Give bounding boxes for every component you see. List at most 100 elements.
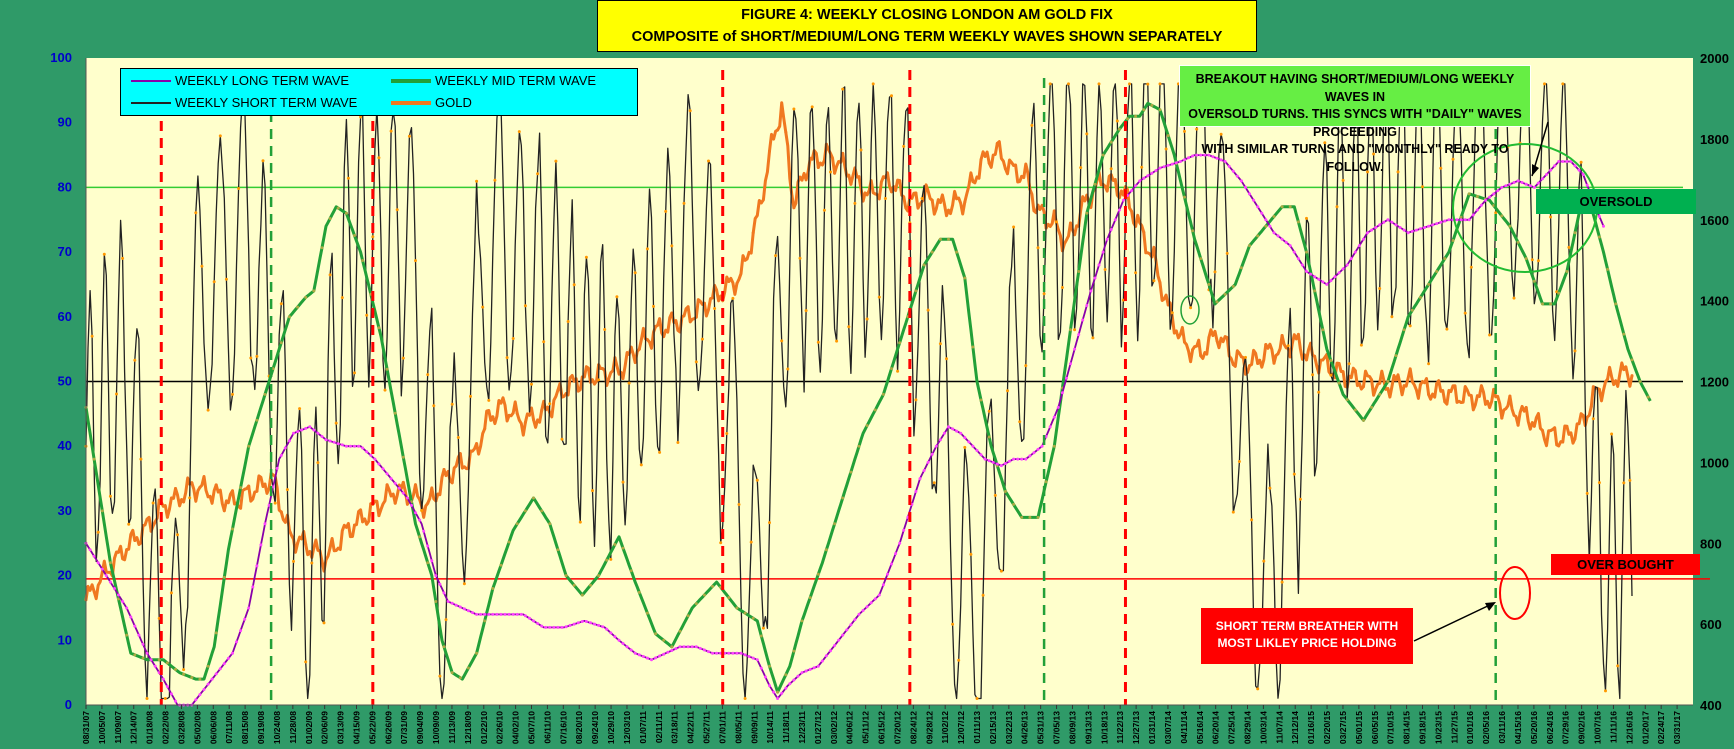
data-point [930,250,934,254]
data-point [1117,127,1121,131]
data-point [725,432,729,435]
data-point [426,544,430,548]
data-point [1516,179,1520,183]
x-tick-label: 08/24/12 [908,711,918,744]
data-point [198,485,202,489]
data-point [1142,176,1146,180]
data-point [1549,429,1553,433]
data-point [589,621,592,625]
data-point [344,525,348,529]
x-tick-label: 01/11/13 [972,711,982,744]
data-point [536,172,540,176]
x-tick-label: 06/06/08 [208,711,218,744]
x-tick-label: 12/03/10 [622,711,632,744]
data-point [1418,295,1422,299]
data-point [999,569,1003,573]
data-point [1435,382,1439,386]
data-point [951,427,955,431]
data-point [247,606,251,610]
data-point [214,631,218,635]
data-point [1207,153,1211,157]
y-right-tick-label: 1400 [1700,294,1729,309]
data-point [1366,231,1369,235]
data-point [768,521,771,525]
data-point [462,582,466,586]
data-point [1203,153,1207,157]
data-point [1020,174,1024,178]
data-point [495,612,499,616]
axes: 0 10 20 30 40 50 60 70 80 90 100 400 600 800 1000 1200 1… [50,50,1729,744]
data-point [1443,400,1447,404]
data-point [808,596,812,600]
data-point [603,328,607,331]
data-point [1044,480,1048,484]
data-point [1028,454,1032,458]
data-point [1362,237,1365,241]
data-point [1427,362,1431,366]
data-point [1183,340,1186,344]
x-tick-label: 07/01/11 [717,711,727,744]
data-point [210,677,214,681]
data-point [405,496,409,500]
data-point [235,640,238,644]
x-tick-label: 08/20/10 [574,711,584,744]
data-point [1215,300,1219,304]
note-line-1: BREAKOUT HAVING SHORT/MEDIUM/LONG WEEKLY… [1195,72,1515,104]
data-point [959,431,963,435]
data-point [511,612,515,616]
data-point [483,427,487,431]
data-point [385,367,389,371]
data-point [670,649,674,652]
data-point [926,460,930,464]
data-point [133,539,137,542]
data-point [328,546,332,550]
data-point [1140,165,1144,169]
data-point [263,392,267,396]
data-point [507,540,511,544]
data-point [328,273,332,277]
data-point [1349,257,1353,261]
data-point [169,692,173,696]
data-point [715,651,719,655]
data-point [165,685,169,688]
x-tick-label: 11/13/09 [447,711,457,744]
data-point [475,179,479,183]
data-point [163,697,167,700]
data-point [894,552,898,556]
data-point [1524,182,1528,186]
data-point [1362,385,1365,388]
x-tick-label: 01/18/08 [145,711,155,744]
data-point [255,564,259,568]
data-point [92,554,96,558]
data-point [987,409,991,413]
x-tick-label: 09/28/12 [924,711,934,744]
x-tick-label: 06/15/12 [877,711,887,744]
data-point [576,621,580,625]
data-point [1394,223,1398,227]
data-point [841,151,845,155]
data-point [1239,266,1243,270]
data-point [898,341,902,345]
x-tick-label: 09/09/11 [749,711,759,744]
data-point [1006,389,1009,393]
data-point [1199,153,1203,157]
data-point [993,493,997,497]
x-tick-label: 07/11/08 [224,711,234,744]
data-point [1280,580,1284,584]
vertical-markers [159,70,1497,705]
data-point [141,642,145,646]
data-point [139,457,143,461]
data-point [401,356,405,360]
x-tick-label: 12/18/09 [463,711,473,744]
data-point [1150,171,1154,175]
data-point [1248,192,1251,196]
x-tick-label: 01/20/17 [1640,711,1650,744]
data-point [1309,272,1313,276]
data-point [784,686,788,690]
data-point [1101,250,1105,254]
data-point [1296,332,1300,336]
data-point [833,522,837,526]
data-point [975,449,979,452]
data-point [259,543,263,547]
data-point [898,541,902,545]
